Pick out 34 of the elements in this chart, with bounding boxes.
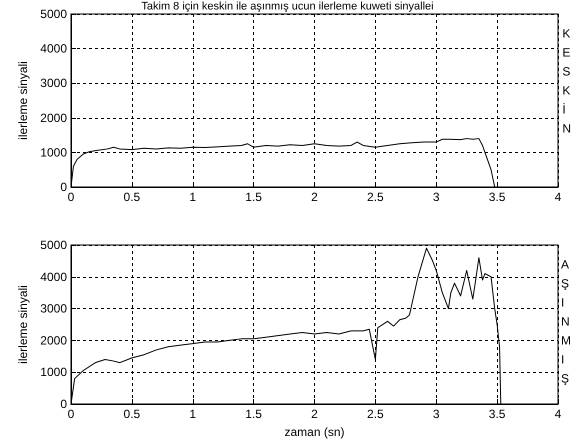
x-tick-label: 3	[432, 407, 440, 421]
y-tick-label: 4000	[40, 270, 68, 284]
y-tick-label: 0	[60, 397, 68, 411]
text: AŞINMIŞ	[561, 258, 572, 386]
x-tick-label: 4	[554, 407, 562, 421]
x-tick-label: 0.5	[124, 407, 141, 421]
y-tick-label: 2000	[40, 110, 68, 125]
y-tick-label: 1000	[40, 365, 68, 380]
x-tick-label: 1	[189, 190, 196, 204]
x-tick-label: 4	[554, 190, 562, 204]
y-tick-label: 2000	[40, 333, 68, 348]
y-tick-label: 3000	[40, 76, 68, 90]
y-tick-label: 0	[60, 180, 68, 194]
y-axis-title: ilerleme sinyali	[16, 285, 30, 364]
x-tick-label: 3.5	[488, 190, 506, 204]
x-tick-label: 2	[311, 190, 318, 204]
x-tick-label: 2	[311, 407, 318, 421]
y-tick-label: 1000	[40, 145, 68, 160]
x-tick-label: 3.5	[488, 407, 506, 421]
y-tick-label: 3000	[40, 302, 68, 316]
x-axis-title: zaman (sn)	[284, 425, 345, 439]
x-tick-label: 1	[189, 407, 196, 421]
text: KESKİN	[562, 26, 572, 136]
y-axis-title: ilerleme sinyali	[16, 61, 30, 140]
y-tick-label: 4000	[40, 42, 68, 56]
x-tick-label: 0.5	[124, 190, 141, 204]
x-tick-label: 2.5	[367, 407, 384, 421]
x-tick-label: 1.5	[245, 190, 262, 204]
x-tick-label: 2.5	[367, 190, 384, 204]
x-tick-label: 1.5	[245, 407, 262, 421]
y-tick-label: 5000	[40, 238, 68, 252]
chart-title: Takim 8 için keskin ile aşınmış ucun ilerleme kuweti sinyallei	[141, 0, 434, 12]
y-tick-label: 5000	[40, 7, 68, 21]
x-tick-label: 3	[432, 190, 440, 204]
